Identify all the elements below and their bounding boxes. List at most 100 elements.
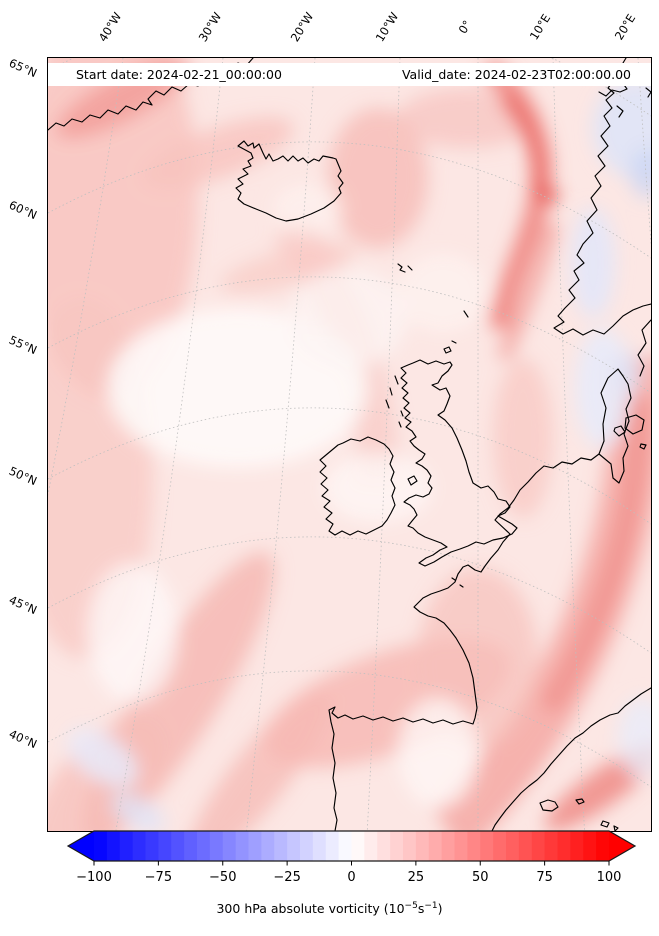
lat-tick-label: 60°N (6, 197, 40, 223)
caption-close: ) (437, 901, 443, 917)
colorbar-segment (209, 831, 224, 861)
colorbar-segment (338, 831, 353, 861)
coastline-mediterranean-spain (491, 687, 651, 831)
lat-tick-label: 65°N (6, 55, 40, 81)
colorbar-segment (274, 831, 288, 861)
colorbar-segment (171, 831, 185, 861)
colorbar-segment (557, 831, 571, 861)
lon-tick-label: 30°W (195, 9, 225, 45)
lat-tick-label: 50°N (6, 463, 40, 489)
coastline-hebrides (385, 375, 404, 428)
coastline-danish-islands (613, 414, 647, 450)
colorbar-tick-label: −75 (145, 870, 172, 885)
vorticity-field-svg (48, 58, 651, 831)
colorbar-segment (287, 831, 301, 861)
caption-text: 300 hPa absolute vorticity (10 (216, 901, 405, 917)
colorbar-segment (596, 831, 610, 861)
colorbar-segment (261, 831, 275, 861)
colorbar-segment (364, 831, 378, 861)
coastlines (48, 58, 651, 831)
colorbar-segment (583, 831, 597, 861)
colorbar-segment (351, 831, 365, 861)
coastline-mallorca (539, 798, 585, 812)
colorbar-tick-label: −50 (209, 870, 236, 885)
coastline-ireland (319, 436, 396, 536)
coastline-isle-of-man (407, 475, 418, 486)
coastline-sweden (637, 319, 651, 377)
colorbar-tick-label: 25 (408, 870, 425, 885)
coastline-iceland (235, 140, 344, 222)
lat-tick-label: 55°N (6, 332, 40, 358)
coastline-norway (553, 58, 651, 336)
coastline-orkney-shetland (443, 310, 469, 354)
meridian-gridline (366, 58, 401, 831)
caption-exponent-1: −5 (404, 901, 418, 911)
colorbar-segment (248, 831, 262, 861)
colorbar-tick-label: −100 (76, 870, 112, 885)
colorbar-segment (94, 831, 108, 861)
colorbar-segment (428, 831, 443, 861)
lat-tick-label: 45°N (6, 592, 40, 618)
coastline-faroe-islands (397, 263, 413, 273)
colorbar-segment (158, 831, 172, 861)
colorbar-segment (531, 831, 546, 861)
colorbar-segment (506, 831, 520, 861)
colorbar-segment (480, 831, 494, 861)
colorbar-segment (441, 831, 456, 861)
colorbar-segment (222, 831, 237, 861)
colorbar-segment (300, 831, 314, 861)
lon-tick-label: 10°E (526, 11, 554, 43)
lon-tick-label: 0° (455, 17, 475, 37)
colorbar-segment (119, 831, 134, 861)
colorbar-segment (106, 831, 121, 861)
colorbar-segment (544, 831, 559, 861)
colorbar-segment (184, 831, 198, 861)
lat-tick-label: 40°N (6, 726, 40, 752)
start-date-title: Start date: 2024-02-21_00:00:00 (76, 67, 282, 82)
colorbar-tick-label: 100 (597, 870, 622, 885)
lon-tick-label: 10°W (372, 9, 402, 45)
coastline-small-islands-southeast (600, 820, 619, 831)
lon-tick-label: 20°W (287, 9, 317, 45)
colorbar-segment (377, 831, 391, 861)
colorbar-segment (197, 831, 211, 861)
coastline-denmark-jutland (598, 368, 632, 484)
colorbar-segment (132, 831, 147, 861)
map-canvas: Start date: 2024-02-21_00:00:00 Valid_da… (47, 57, 652, 832)
meridian-gridline (48, 58, 124, 496)
coastline-continental-north-sea (328, 453, 600, 831)
coastline-channel-islands (451, 577, 464, 588)
colorbar-segment (403, 831, 417, 861)
colorbar-segment (493, 831, 507, 861)
meridian-gridline (115, 58, 224, 831)
meridian-gridline (246, 58, 316, 831)
colorbar-segment (312, 831, 327, 861)
colorbar-segment (454, 831, 468, 861)
colorbar-tick-label: 50 (472, 870, 489, 885)
title-strip: Start date: 2024-02-21_00:00:00 Valid_da… (48, 63, 651, 86)
valid-date-title: Valid_date: 2024-02-23T02:00:00.00 (401, 67, 631, 82)
graticule-gridlines (48, 58, 651, 831)
colorbar: −100 −75 −50 −25 0 25 50 75 100 (0, 828, 659, 894)
colorbar-segment (518, 831, 533, 861)
colorbar-tick-label: 75 (536, 870, 553, 885)
caption-exponent-2: −1 (424, 901, 438, 911)
colorbar-segment (415, 831, 430, 861)
colorbar-segment (390, 831, 404, 861)
vorticity-shading (48, 58, 651, 831)
meridian-gridline (552, 58, 585, 831)
colorbar-extend-max-arrow (609, 831, 635, 861)
colorbar-segment (235, 831, 250, 861)
colorbar-tick-label: 0 (347, 870, 355, 885)
lon-tick-label: 20°E (611, 11, 639, 43)
colorbar-caption: 300 hPa absolute vorticity (10−5s−1) (0, 901, 659, 916)
coastline-great-britain (400, 359, 518, 567)
colorbar-segment (467, 831, 481, 861)
coastline-northeast-corner (645, 87, 651, 98)
lon-tick-label: 40°W (95, 9, 125, 45)
colorbar-extend-min-arrow (68, 831, 94, 861)
colorbar-segment (145, 831, 159, 861)
colorbar-segment (325, 831, 340, 861)
caption-unit: s (417, 901, 425, 917)
